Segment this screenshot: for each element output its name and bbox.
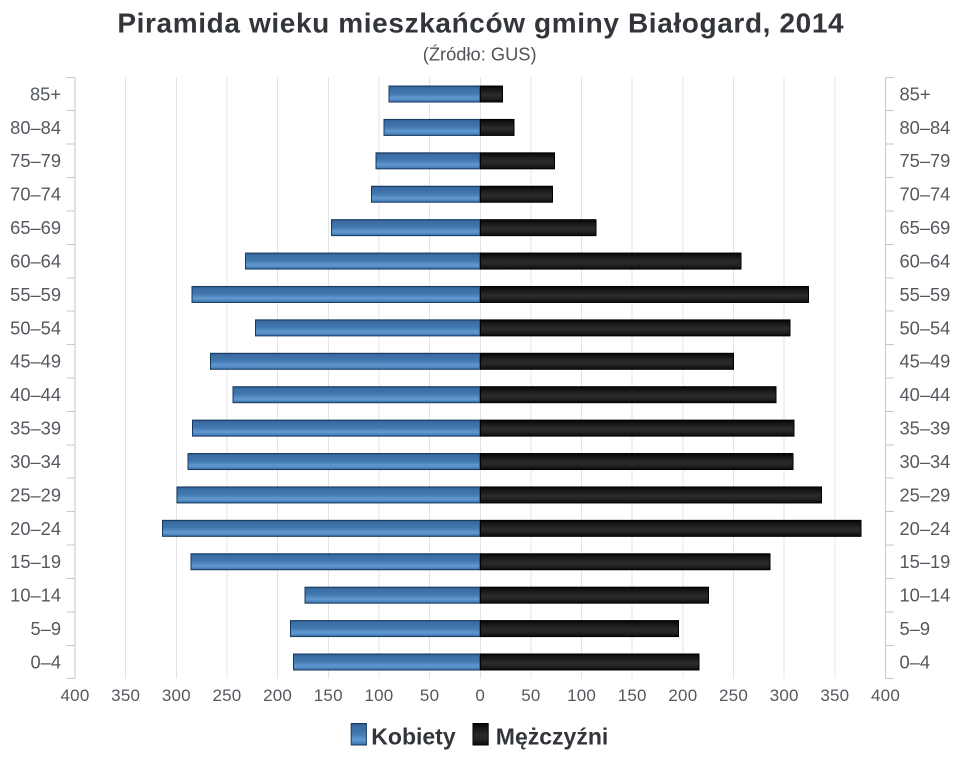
svg-text:300: 300	[162, 686, 191, 705]
svg-text:0: 0	[475, 686, 485, 705]
svg-text:50: 50	[521, 686, 540, 705]
svg-text:85+: 85+	[900, 83, 931, 104]
svg-text:20–24: 20–24	[10, 518, 61, 539]
svg-text:350: 350	[820, 686, 849, 705]
svg-text:15–19: 15–19	[10, 551, 61, 572]
svg-text:0–4: 0–4	[900, 651, 931, 672]
svg-text:70–74: 70–74	[10, 184, 61, 205]
svg-text:250: 250	[212, 686, 241, 705]
svg-text:300: 300	[770, 686, 799, 705]
svg-text:30–34: 30–34	[10, 451, 61, 472]
svg-text:10–14: 10–14	[10, 585, 61, 606]
svg-text:70–74: 70–74	[900, 184, 951, 205]
svg-text:50–54: 50–54	[900, 317, 951, 338]
svg-text:350: 350	[111, 686, 140, 705]
svg-text:100: 100	[364, 686, 393, 705]
svg-text:5–9: 5–9	[30, 618, 61, 639]
svg-text:20–24: 20–24	[900, 518, 951, 539]
svg-text:Piramida wieku mieszkańców gmi: Piramida wieku mieszkańców gminy Białoga…	[117, 8, 844, 39]
svg-text:25–29: 25–29	[900, 484, 951, 505]
svg-text:35–39: 35–39	[900, 418, 951, 439]
svg-text:50: 50	[420, 686, 439, 705]
svg-text:80–84: 80–84	[10, 117, 61, 138]
svg-text:150: 150	[618, 686, 647, 705]
svg-text:Mężczyźni: Mężczyźni	[496, 723, 608, 749]
svg-text:10–14: 10–14	[900, 585, 951, 606]
svg-text:75–79: 75–79	[10, 150, 61, 171]
svg-text:30–34: 30–34	[900, 451, 951, 472]
svg-text:25–29: 25–29	[10, 484, 61, 505]
svg-text:200: 200	[263, 686, 292, 705]
svg-text:65–69: 65–69	[10, 217, 61, 238]
svg-text:400: 400	[61, 686, 90, 705]
svg-text:85+: 85+	[30, 83, 61, 104]
svg-text:60–64: 60–64	[10, 251, 61, 272]
svg-text:65–69: 65–69	[900, 217, 951, 238]
svg-text:75–79: 75–79	[900, 150, 951, 171]
svg-text:150: 150	[314, 686, 343, 705]
svg-text:55–59: 55–59	[900, 284, 951, 305]
svg-text:45–49: 45–49	[10, 351, 61, 372]
svg-text:80–84: 80–84	[900, 117, 951, 138]
svg-text:15–19: 15–19	[900, 551, 951, 572]
svg-text:40–44: 40–44	[10, 384, 61, 405]
svg-text:100: 100	[567, 686, 596, 705]
svg-text:55–59: 55–59	[10, 284, 61, 305]
svg-text:Kobiety: Kobiety	[371, 723, 456, 749]
svg-text:(Źródło: GUS): (Źródło: GUS)	[423, 44, 537, 65]
svg-text:0–4: 0–4	[30, 651, 61, 672]
svg-text:250: 250	[719, 686, 748, 705]
svg-text:5–9: 5–9	[900, 618, 931, 639]
svg-text:50–54: 50–54	[10, 317, 61, 338]
svg-text:40–44: 40–44	[900, 384, 951, 405]
svg-text:400: 400	[871, 686, 900, 705]
svg-text:200: 200	[668, 686, 697, 705]
svg-text:35–39: 35–39	[10, 418, 61, 439]
svg-text:60–64: 60–64	[900, 251, 951, 272]
svg-text:45–49: 45–49	[900, 351, 951, 372]
